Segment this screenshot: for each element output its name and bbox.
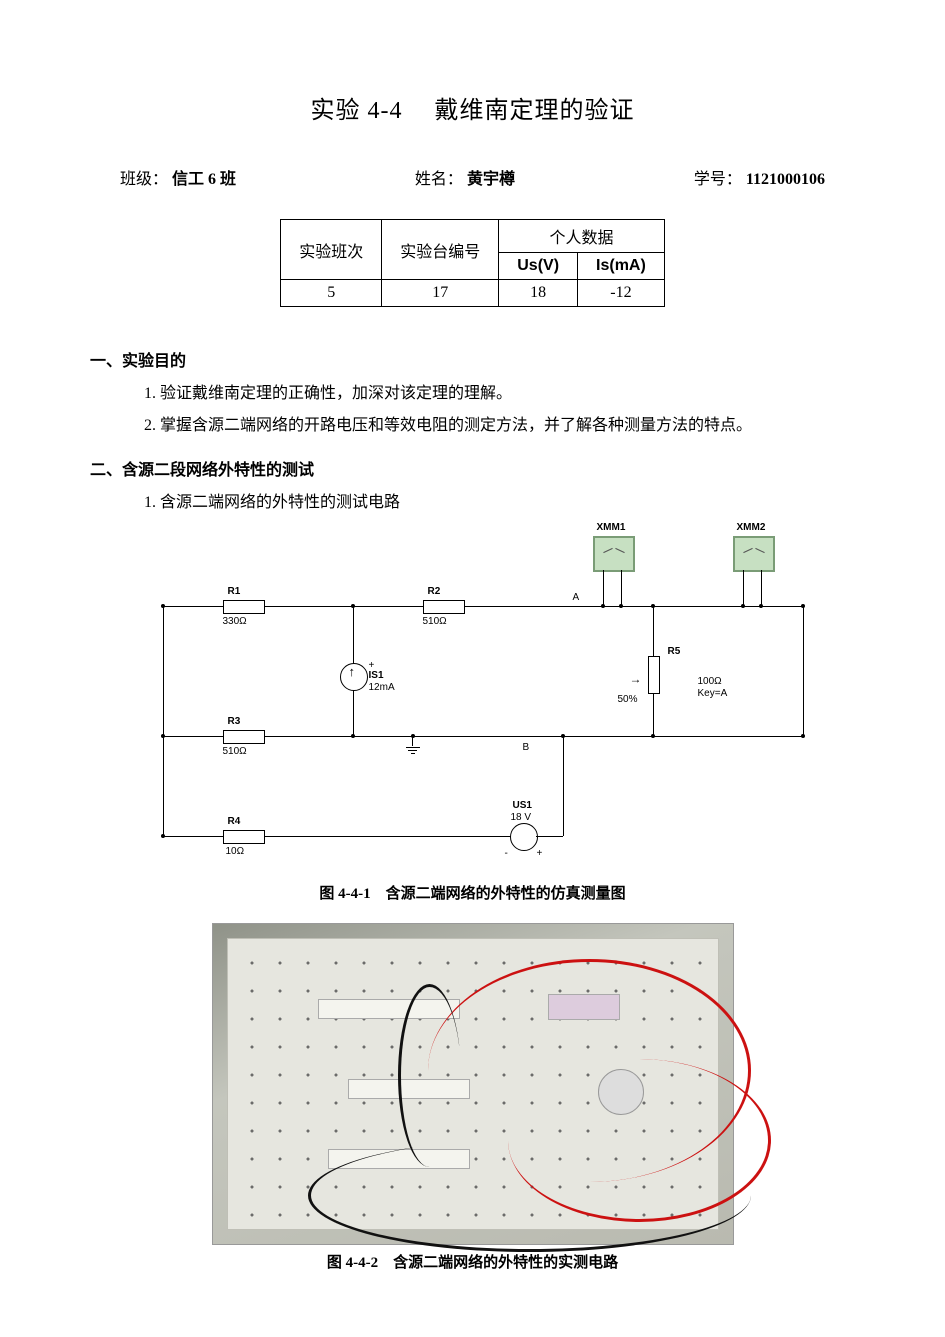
figure-1-caption: 图 4-4-1 含源二端网络的外特性的仿真测量图: [90, 882, 855, 903]
node: [161, 734, 165, 738]
name-value: 黄宇樽: [467, 171, 515, 188]
wire: [743, 580, 744, 606]
section2-title: 二、含源二段网络外特性的测试: [90, 456, 855, 480]
figure-1: XMM1 XMM2 A R1 330Ω R2 510Ω ↑: [90, 536, 855, 876]
board: [227, 938, 719, 1230]
cell-session: 5: [281, 280, 382, 307]
class-value: 信工 6 班: [172, 171, 236, 188]
cell-is: -12: [578, 280, 665, 307]
col-session: 实验班次: [281, 220, 382, 280]
cell-us: 18: [499, 280, 578, 307]
cable-black-icon: [308, 1139, 751, 1252]
r5-val: 100Ω: [698, 676, 722, 687]
col-is: Is(mA): [578, 253, 665, 280]
breadboard-photo: [212, 923, 734, 1245]
circuit-diagram: XMM1 XMM2 A R1 330Ω R2 510Ω ↑: [123, 536, 823, 876]
wire: [163, 606, 164, 836]
class-label: 班级：: [120, 171, 168, 188]
node: [651, 604, 655, 608]
meter-leg: [761, 570, 762, 580]
figure-2: [90, 923, 855, 1245]
figure-2-caption: 图 4-4-2 含源二端网络的外特性的实测电路: [90, 1251, 855, 1272]
section1-list: 验证戴维南定理的正确性，加深对该定理的理解。 掌握含源二端网络的开路电压和等效电…: [160, 381, 855, 438]
r1-label: R1: [228, 586, 241, 597]
wire: [536, 836, 563, 837]
list-item: 验证戴维南定理的正确性，加深对该定理的理解。: [160, 381, 855, 407]
node: [351, 604, 355, 608]
is1-label: IS1: [369, 670, 384, 681]
r4-label: R4: [228, 816, 241, 827]
name-label: 姓名：: [415, 171, 463, 188]
list-item: 掌握含源二端网络的开路电压和等效电阻的测定方法，并了解各种测量方法的特点。: [160, 413, 855, 439]
list-item: 含源二端网络的外特性的测试电路: [160, 490, 855, 516]
is1-value: 12mA: [369, 682, 395, 693]
col-us: Us(V): [499, 253, 578, 280]
wire: [163, 836, 523, 837]
student-info: 班级： 信工 6 班 姓名： 黄宇樽 学号： 1121000106: [120, 165, 825, 189]
potentiometer-r5-icon: →: [648, 656, 660, 694]
node-a-label: A: [573, 592, 580, 603]
node: [801, 734, 805, 738]
table-row: 5 17 18 -12: [281, 280, 665, 307]
meter-leg: [603, 570, 604, 580]
resistor-r3-icon: [223, 730, 265, 744]
node: [161, 604, 165, 608]
meter-leg: [743, 570, 744, 580]
r3-label: R3: [228, 716, 241, 727]
meter-xmm1-icon: [593, 536, 635, 572]
class-field: 班级： 信工 6 班: [120, 165, 236, 189]
xmm1-label: XMM1: [597, 522, 626, 533]
col-personal: 个人数据: [499, 220, 665, 253]
r4-value: 10Ω: [226, 846, 245, 857]
page: 实验 4-4 戴维南定理的验证 班级： 信工 6 班 姓名： 黄宇樽 学号： 1…: [0, 0, 945, 1337]
node: [411, 734, 415, 738]
meter-leg: [621, 570, 622, 580]
id-field: 学号： 1121000106: [694, 165, 825, 189]
r2-label: R2: [428, 586, 441, 597]
us1-value: 18 V: [511, 812, 532, 823]
cell-bench: 17: [382, 280, 499, 307]
node: [741, 604, 745, 608]
r1-value: 330Ω: [223, 616, 247, 627]
r5-label: R5: [668, 646, 681, 657]
node-b-label: B: [523, 742, 530, 753]
data-table: 实验班次 实验台编号 个人数据 Us(V) Is(mA) 5 17 18 -12: [280, 219, 665, 307]
r5-pct: 50%: [618, 694, 638, 705]
node: [351, 734, 355, 738]
meter-xmm2-icon: [733, 536, 775, 572]
us1-plus: +: [537, 848, 543, 859]
us1-label: US1: [513, 800, 532, 811]
section2-list: 含源二端网络的外特性的测试电路: [160, 490, 855, 516]
col-bench: 实验台编号: [382, 220, 499, 280]
ground-icon: [406, 736, 420, 754]
node: [759, 604, 763, 608]
id-value: 1121000106: [746, 171, 825, 188]
section1-title: 一、实验目的: [90, 347, 855, 371]
r5-key: Key=A: [698, 688, 728, 699]
name-field: 姓名： 黄宇樽: [415, 165, 515, 189]
wire: [803, 606, 804, 736]
wire: [563, 736, 564, 836]
id-label: 学号：: [694, 171, 742, 188]
resistor-r2-icon: [423, 600, 465, 614]
node: [161, 834, 165, 838]
wire: [761, 580, 762, 606]
us1-minus: -: [505, 848, 508, 859]
node: [561, 734, 565, 738]
resistor-r1-icon: [223, 600, 265, 614]
r2-value: 510Ω: [423, 616, 447, 627]
voltage-source-icon: [510, 823, 538, 851]
wire: [621, 580, 622, 606]
arrow-icon: ↑: [349, 664, 356, 679]
doc-title: 实验 4-4 戴维南定理的验证: [90, 90, 855, 125]
node: [801, 604, 805, 608]
wire: [603, 580, 604, 606]
node: [651, 734, 655, 738]
cable-black-icon: [398, 984, 461, 1167]
resistor-r4-icon: [223, 830, 265, 844]
xmm2-label: XMM2: [737, 522, 766, 533]
r3-value: 510Ω: [223, 746, 247, 757]
